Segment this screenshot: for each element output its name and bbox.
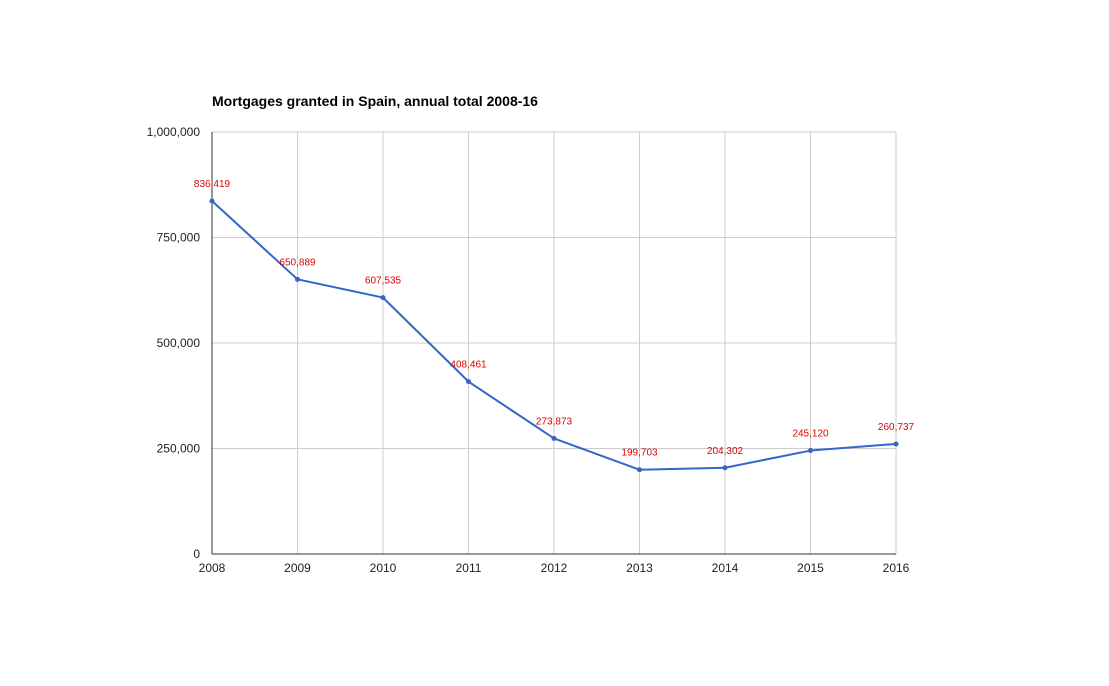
x-tick-labels: 2008 2009 2010 2011 2012 2013 2014 2015 2016: [199, 561, 910, 575]
data-point: [380, 295, 386, 301]
data-point: [722, 465, 728, 471]
data-point: [808, 448, 813, 454]
y-tick-label: 0: [193, 547, 200, 561]
y-tick-label: 1,000,000: [147, 125, 201, 139]
data-point: [466, 379, 471, 385]
data-label: 273,873: [536, 416, 573, 427]
data-label: 204,302: [707, 446, 744, 457]
data-label: 199,703: [621, 448, 658, 459]
x-tick-label: 2016: [883, 561, 910, 575]
data-point: [637, 467, 642, 473]
data-label: 607,535: [365, 276, 402, 287]
chart-title: Mortgages granted in Spain, annual total…: [212, 93, 538, 109]
data-label: 650,889: [279, 257, 316, 268]
data-label: 836,419: [194, 179, 231, 190]
data-point: [295, 276, 300, 282]
y-tick-label: 500,000: [157, 336, 201, 350]
x-tick-label: 2011: [456, 561, 482, 575]
data-point: [551, 435, 557, 441]
data-point: [209, 198, 215, 204]
data-label: 260,737: [878, 422, 915, 433]
data-label: 245,120: [792, 429, 829, 440]
y-tick-labels: 0 250,000 500,000 750,000 1,000,000: [147, 125, 201, 561]
x-tick-label: 2013: [626, 561, 653, 575]
x-tick-label: 2008: [199, 561, 226, 575]
data-labels: 836,419 650,889 607,535 408,461 273,873 199,7…: [194, 179, 915, 459]
gridlines: [212, 131, 897, 554]
y-tick-label: 250,000: [157, 442, 201, 456]
x-tick-label: 2015: [797, 561, 824, 575]
data-label: 408,461: [450, 360, 487, 371]
data-point: [893, 441, 899, 447]
data-points: [209, 198, 899, 473]
x-tick-label: 2014: [712, 561, 739, 575]
x-tick-label: 2009: [284, 561, 311, 575]
x-tick-label: 2012: [541, 561, 568, 575]
x-tick-label: 2010: [370, 561, 397, 575]
y-tick-label: 750,000: [157, 231, 201, 245]
